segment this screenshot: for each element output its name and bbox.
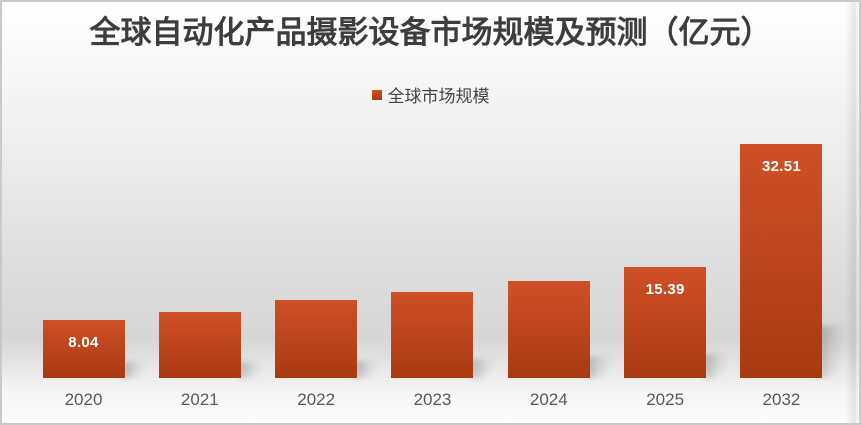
data-label: 15.39 [645,281,685,299]
x-axis-label: 2025 [646,390,685,409]
x-axis-label: 2020 [64,390,103,409]
data-label: 8.04 [68,334,99,352]
data-label: 32.51 [761,157,801,175]
bar-shadow [586,356,611,378]
x-axis-label: 2022 [297,390,336,409]
x-axis-label: 2024 [529,390,568,409]
bar-2024 [507,280,590,378]
bar-2022 [275,299,358,378]
bar-2025: 15.39 [624,267,707,378]
legend-label: 全球市场规模 [387,87,490,106]
x-axis-label: 2021 [180,390,219,409]
bar-2032: 32.51 [740,143,823,378]
legend-swatch-icon [371,89,382,100]
x-axis: 2020 2021 2022 2023 2024 2025 2032 [2,390,859,414]
legend: 全球市场规模 [2,82,859,107]
bar-shadow [470,358,495,378]
plot-area: 8.04 15.39 32.51 [2,133,859,378]
x-axis-label: 2023 [413,390,452,409]
bar-shadow [121,362,146,378]
bar-shadow [237,362,262,378]
bar-shadow [703,353,728,378]
bar-2020: 8.04 [42,320,125,378]
bar-2021 [158,311,241,378]
chart-title: 全球自动化产品摄影设备市场规模及预测（亿元） [89,15,772,50]
bar-shadow [819,326,844,378]
bar-2023 [391,291,474,378]
bar-shadow [354,360,379,378]
x-axis-label: 2032 [762,390,801,409]
